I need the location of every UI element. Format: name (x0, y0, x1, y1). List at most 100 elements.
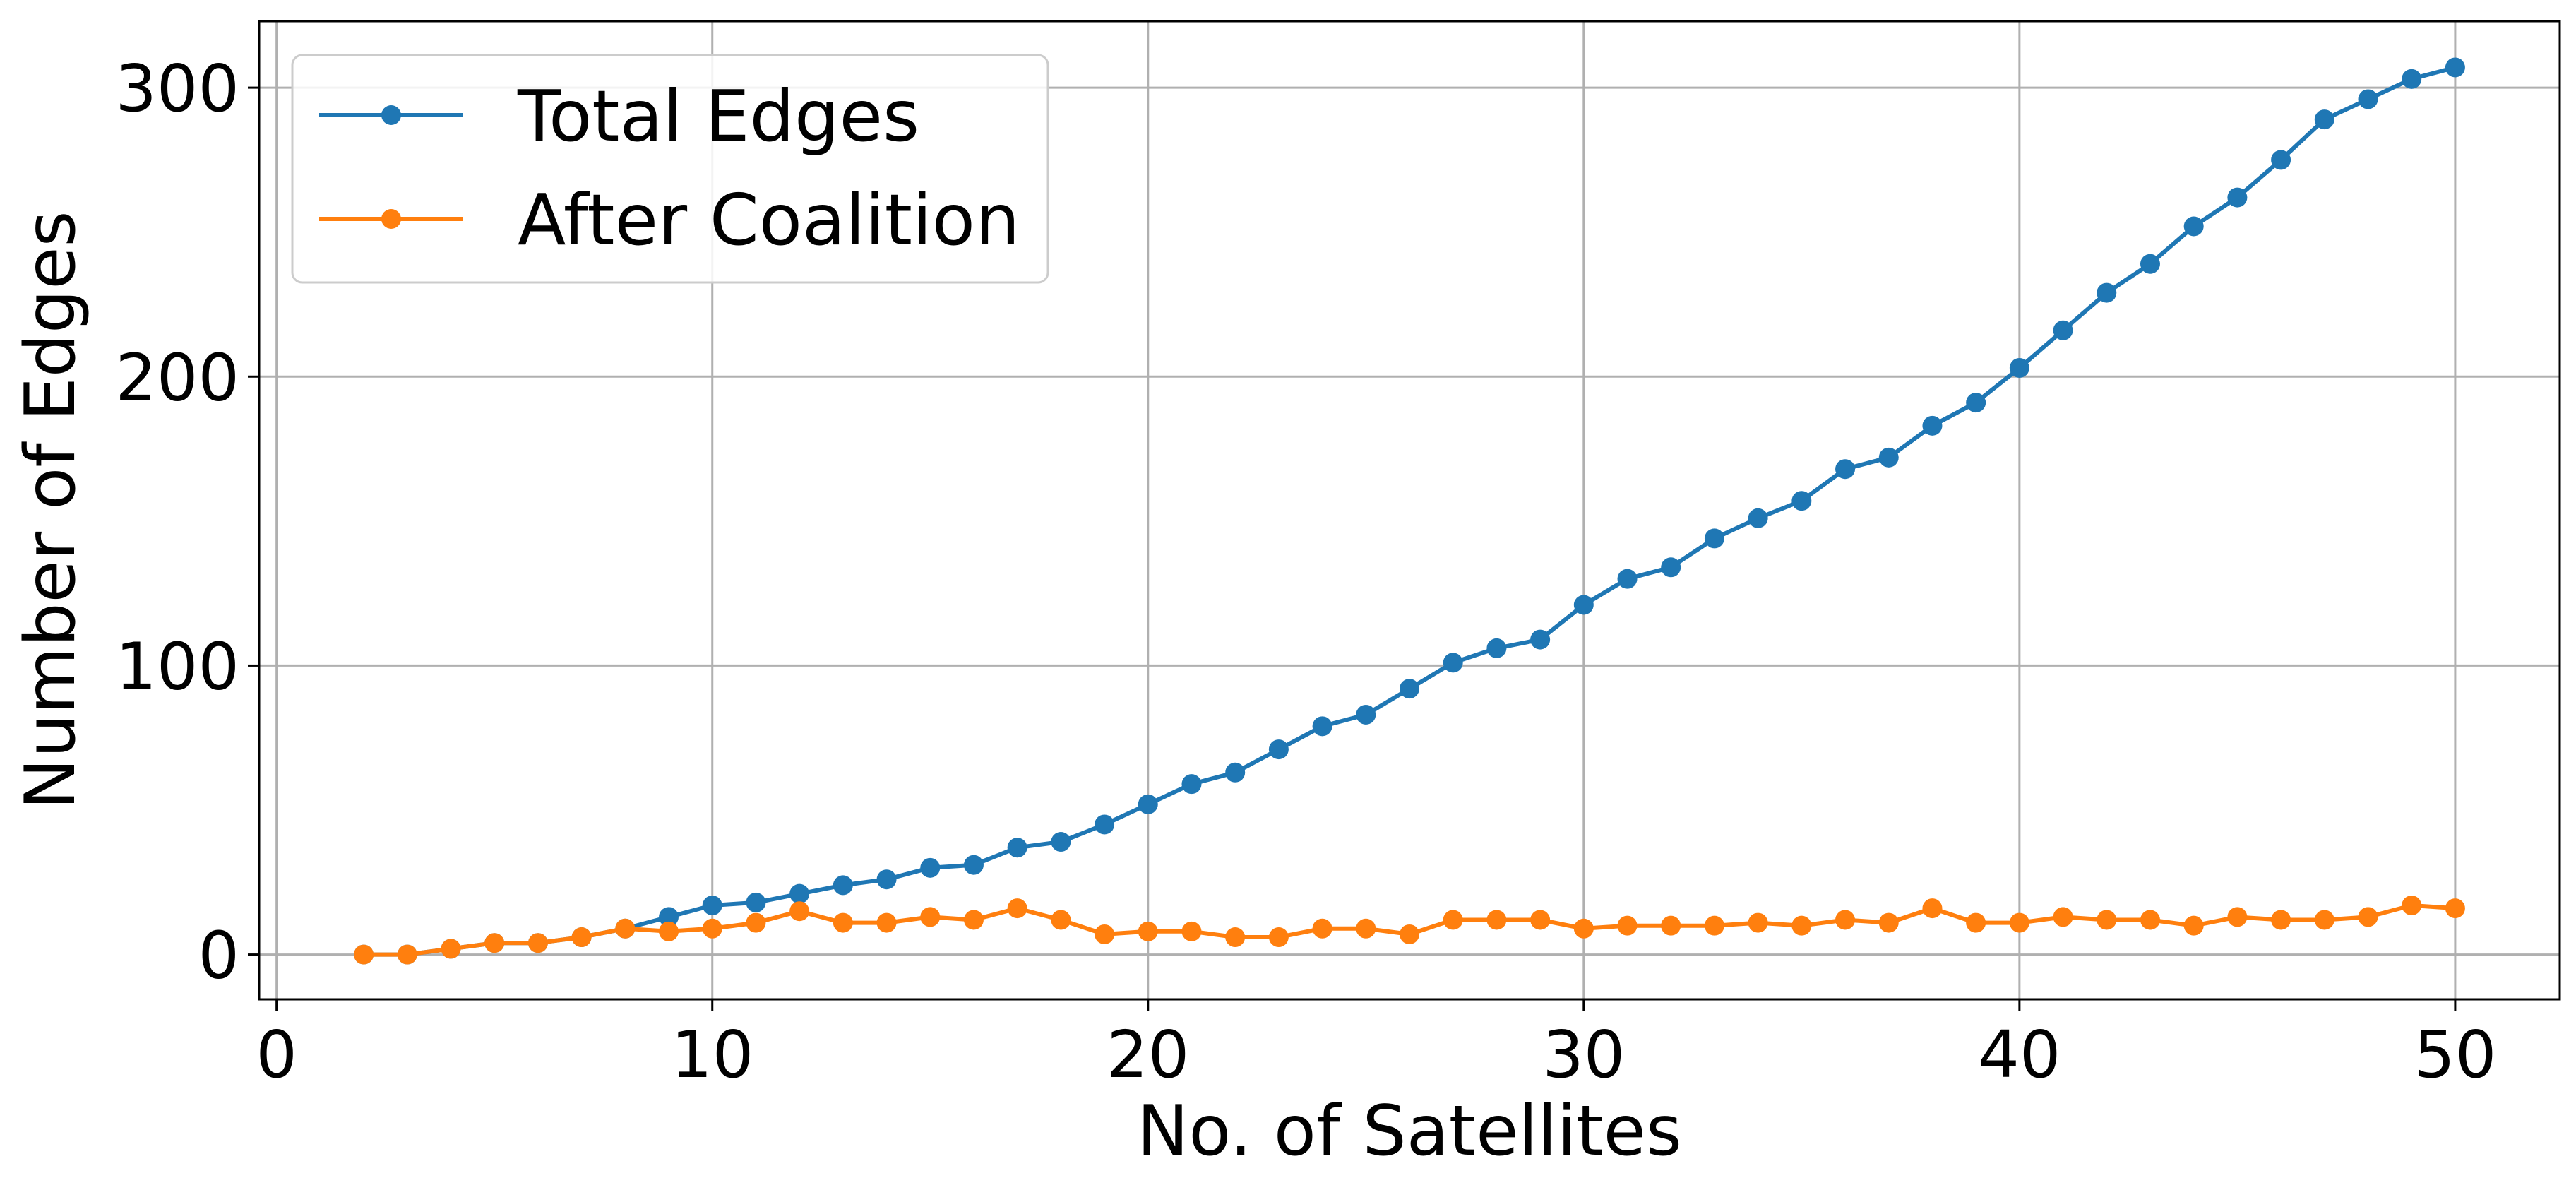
data-point (1138, 794, 1158, 814)
data-point (833, 875, 853, 896)
data-point (1095, 814, 1115, 835)
data-point (1181, 774, 1202, 795)
data-point (963, 910, 984, 930)
y-tick-label: 200 (115, 340, 239, 415)
data-point (1312, 918, 1332, 939)
data-point (1138, 921, 1158, 941)
data-point (1530, 629, 1551, 650)
data-point (1922, 898, 1943, 919)
x-tick-label: 0 (256, 1017, 297, 1093)
data-point (2358, 907, 2378, 927)
y-tick-label: 0 (198, 918, 239, 994)
data-point (963, 855, 984, 875)
legend-label: Total Edges (517, 75, 919, 157)
data-point (2314, 910, 2334, 930)
x-axis-label: No. of Satellites (1137, 1091, 1682, 1172)
data-point (1791, 491, 1812, 511)
data-point (2227, 187, 2248, 208)
data-point (1835, 910, 1856, 930)
y-tick-label: 300 (115, 51, 239, 126)
data-point (2183, 915, 2204, 936)
x-tick-label: 10 (671, 1017, 753, 1093)
data-point (527, 933, 548, 953)
data-point (2314, 109, 2334, 130)
data-point (702, 896, 722, 916)
gridlines (259, 21, 2560, 999)
data-point (659, 907, 679, 927)
data-point (1791, 915, 1812, 936)
data-point (2445, 57, 2465, 78)
data-point (1443, 910, 1463, 930)
data-point (1007, 838, 1027, 858)
data-point (920, 857, 941, 878)
data-point (876, 869, 897, 890)
data-point (1356, 918, 1376, 939)
y-tick-label: 100 (115, 629, 239, 704)
data-point (1356, 704, 1376, 725)
data-point (1225, 927, 1246, 948)
data-point (1268, 927, 1289, 948)
legend-frame (291, 54, 1049, 284)
data-point (1400, 924, 1419, 944)
data-point (920, 907, 941, 927)
x-tick-label: 20 (1107, 1017, 1189, 1093)
plot-area-frame (258, 20, 2561, 1001)
data-point (1312, 716, 1332, 737)
x-tick-label: 40 (1978, 1017, 2061, 1093)
data-point (2097, 282, 2117, 303)
data-point (659, 921, 679, 941)
data-point (1835, 459, 1856, 480)
data-point (2402, 69, 2422, 89)
data-point (2183, 216, 2204, 237)
data-point (2053, 320, 2073, 340)
data-point (789, 883, 810, 904)
x-tick-label: 30 (1542, 1017, 1625, 1093)
data-point (1748, 508, 1768, 528)
data-point (2097, 910, 2117, 930)
data-point (1922, 415, 1943, 436)
series-lines (354, 57, 2465, 965)
legend-marker (381, 105, 401, 125)
data-point (1617, 569, 1638, 589)
data-point (2009, 912, 2029, 933)
data-point (615, 918, 636, 939)
data-point (1704, 915, 1724, 936)
data-point (2402, 896, 2422, 916)
data-point (746, 912, 766, 933)
data-point (2140, 910, 2160, 930)
data-point (2009, 357, 2029, 378)
data-point (1095, 924, 1115, 944)
data-point (2358, 89, 2378, 109)
data-point (2053, 907, 2073, 927)
y-axis-label: Number of Edges (11, 210, 91, 809)
data-point (2140, 254, 2160, 274)
data-point (1051, 832, 1071, 852)
axis-ticks: 0 10 20 30 40 50 0 100 200 300 (115, 51, 2496, 1093)
data-point (1704, 528, 1724, 549)
data-point (2227, 907, 2248, 927)
data-point (702, 918, 722, 939)
data-point (2445, 898, 2465, 919)
data-point (1007, 898, 1027, 919)
data-point (1661, 915, 1681, 936)
data-point (1617, 915, 1638, 936)
data-point (1225, 762, 1246, 783)
series-2 (354, 896, 2465, 965)
data-point (571, 927, 592, 948)
data-point (833, 912, 853, 933)
data-point (441, 939, 461, 959)
data-point (2271, 150, 2291, 170)
data-point (789, 901, 810, 922)
data-point (1486, 638, 1507, 658)
data-point (2271, 910, 2291, 930)
data-point (1051, 910, 1071, 930)
data-point (484, 933, 505, 953)
data-point (1181, 921, 1202, 941)
data-point (1530, 910, 1551, 930)
data-point (397, 944, 417, 965)
data-point (746, 892, 766, 912)
data-point (1661, 557, 1681, 578)
legend-marker (381, 209, 401, 229)
data-point (1878, 912, 1899, 933)
